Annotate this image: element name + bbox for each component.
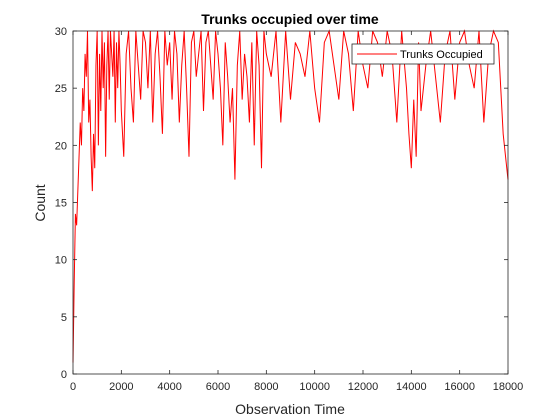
chart-title: Trunks occupied over time bbox=[201, 11, 379, 27]
x-tick-label: 0 bbox=[70, 381, 76, 393]
x-tick-label: 18000 bbox=[493, 381, 524, 393]
x-tick-label: 8000 bbox=[254, 381, 278, 393]
x-tick-label: 2000 bbox=[109, 381, 133, 393]
y-tick-label: 30 bbox=[55, 26, 67, 38]
y-tick-label: 5 bbox=[61, 312, 67, 324]
plot-area bbox=[73, 31, 508, 374]
legend: Trunks Occupied bbox=[351, 43, 495, 65]
series-line-trunks-occupied bbox=[72, 29, 509, 363]
y-tick-label: 20 bbox=[55, 140, 67, 152]
legend-entry-label: Trunks Occupied bbox=[400, 49, 483, 61]
series-layer bbox=[72, 29, 509, 363]
x-axis-label: Observation Time bbox=[235, 401, 345, 417]
x-tick-label: 6000 bbox=[206, 381, 230, 393]
x-tick-label: 14000 bbox=[396, 381, 427, 393]
x-tick-label: 10000 bbox=[299, 381, 330, 393]
x-tick-label: 4000 bbox=[157, 381, 181, 393]
y-tick-label: 0 bbox=[61, 369, 67, 381]
legend-box bbox=[351, 43, 495, 65]
y-tick-label: 15 bbox=[55, 198, 67, 210]
x-axis-ticks: 0 2000 4000 6000 8000 10000 12000 14000 16000 180… bbox=[70, 31, 523, 393]
y-tick-label: 10 bbox=[55, 255, 67, 267]
y-axis-ticks: 0 5 10 15 20 25 30 bbox=[55, 26, 508, 381]
y-axis-label: Count bbox=[32, 184, 48, 221]
x-tick-label: 12000 bbox=[348, 381, 379, 393]
x-tick-label: 16000 bbox=[444, 381, 475, 393]
y-tick-label: 25 bbox=[55, 83, 67, 95]
